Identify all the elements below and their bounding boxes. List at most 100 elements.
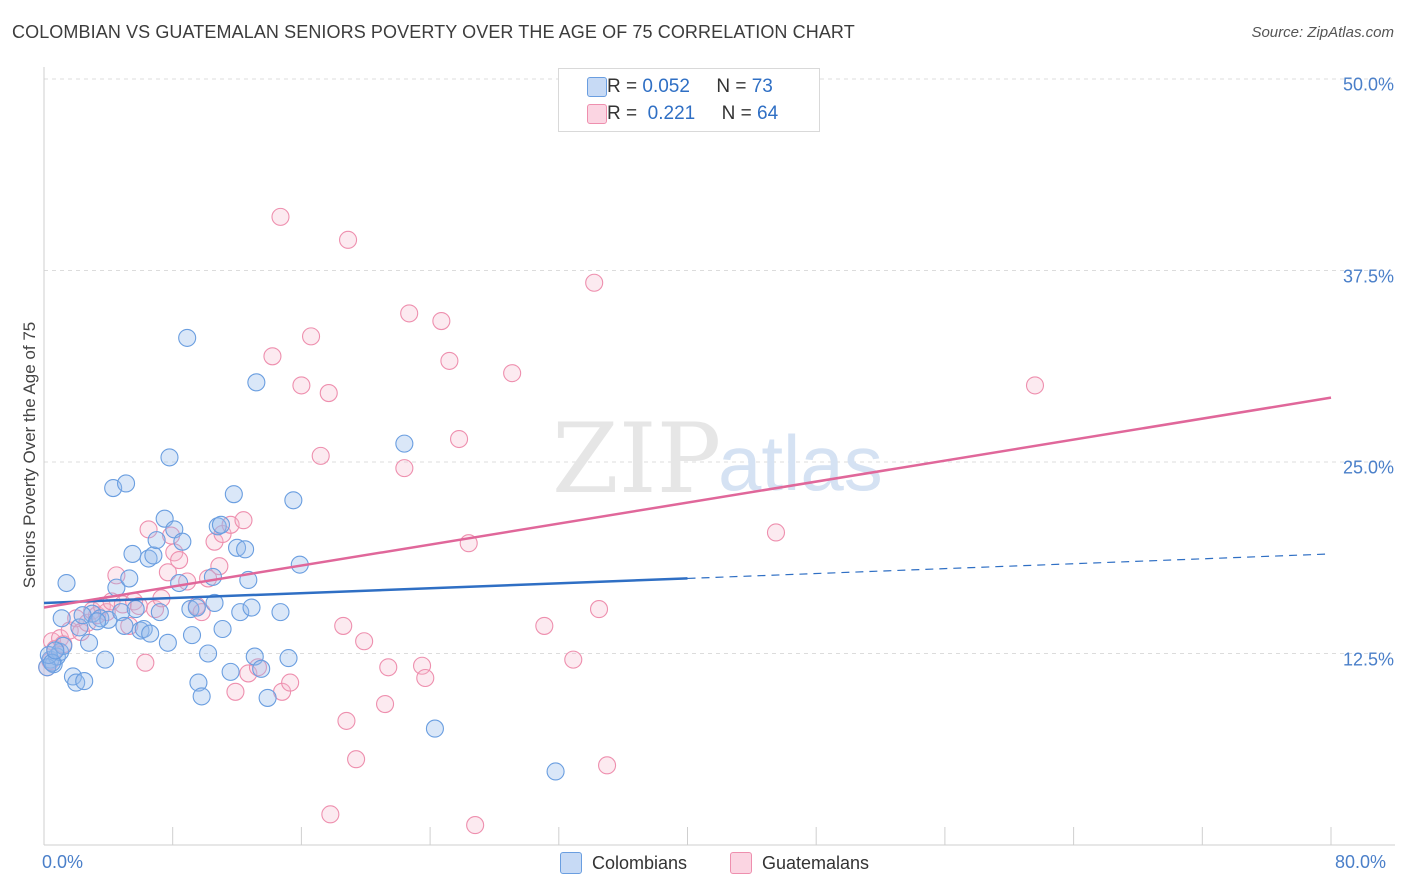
n-label: N = <box>716 76 747 97</box>
guatemalan-point <box>466 816 485 835</box>
colombians-trendline <box>43 577 688 605</box>
guatemalan-point <box>585 273 604 292</box>
colombian-point <box>144 546 163 565</box>
r-value: 0.052 <box>642 76 690 97</box>
colombian-point <box>247 373 266 392</box>
guatemalan-point <box>766 523 786 542</box>
guatemalan-point <box>226 682 245 701</box>
stats-row-guatemalans: R = 0.221 N = 64 <box>587 103 778 125</box>
guatemalan-point <box>535 616 554 635</box>
guatemalan-point <box>337 711 356 730</box>
guatemalan-point <box>145 600 165 619</box>
colombian-point <box>192 687 211 706</box>
guatemalan-point <box>376 695 395 714</box>
guatemalan-point <box>170 550 189 570</box>
colombian-point <box>88 612 107 631</box>
colombian-point <box>224 485 243 504</box>
x-tick-min: 0.0% <box>42 852 84 872</box>
guatemalan-point <box>432 312 451 331</box>
guatemalan-point <box>292 376 311 395</box>
guatemalan-point <box>355 632 374 651</box>
guatemalans-swatch <box>587 104 607 124</box>
colombian-point <box>205 593 224 612</box>
r-label: R = <box>607 76 638 97</box>
gridlines <box>44 78 1395 654</box>
colombian-point <box>126 600 145 619</box>
colombian-point <box>112 603 131 622</box>
colombian-point <box>395 434 414 453</box>
guatemalan-point <box>334 616 353 635</box>
guatemalan-point <box>248 658 268 677</box>
guatemalan-point <box>120 616 139 635</box>
colombian-point <box>150 603 169 622</box>
colombian-point <box>189 673 208 692</box>
guatemalan-point <box>234 511 253 530</box>
axes <box>43 67 1395 846</box>
guatemalan-point <box>564 650 583 669</box>
guatemalan-point <box>210 557 229 576</box>
colombian-point <box>181 600 200 619</box>
colombian-point <box>252 659 271 678</box>
colombian-point <box>96 650 115 669</box>
guatemalan-point <box>1025 376 1045 395</box>
colombian-point <box>258 688 277 707</box>
colombian-point <box>131 621 150 640</box>
series-guatemalans <box>38 207 1045 835</box>
guatemalan-point <box>589 600 609 619</box>
colombian-point <box>46 641 65 660</box>
guatemalan-point <box>263 347 282 366</box>
guatemalan-point <box>503 364 522 383</box>
n-value: 73 <box>751 76 773 97</box>
colombian-point <box>75 672 94 691</box>
colombian-point <box>242 598 261 617</box>
colombian-point <box>211 515 231 534</box>
guatemalan-point <box>395 459 414 478</box>
guatemalans-legend-swatch <box>730 852 752 874</box>
colombian-point <box>221 662 240 681</box>
colombians-trendline-extension <box>687 553 1332 580</box>
guatemalan-point <box>302 327 321 346</box>
guatemalan-point <box>400 304 419 323</box>
guatemalan-point <box>450 429 469 449</box>
source-label: Source: ZipAtlas.com <box>1251 24 1394 41</box>
colombian-point <box>141 624 160 643</box>
guatemalan-point <box>440 351 459 370</box>
guatemalan-point <box>598 756 617 775</box>
chart-title: COLOMBIAN VS GUATEMALAN SENIORS POVERTY … <box>12 22 855 42</box>
guatemalan-point <box>416 668 435 688</box>
guatemalan-point <box>347 750 366 769</box>
guatemalan-point <box>321 805 340 824</box>
colombian-point <box>116 474 136 493</box>
colombian-point <box>178 328 197 347</box>
colombian-point <box>158 633 177 652</box>
x-tick-max: 80.0% <box>1335 852 1387 872</box>
colombian-point <box>134 619 153 639</box>
colombian-point <box>160 448 179 467</box>
r-label: R = <box>607 103 638 124</box>
colombian-point <box>187 598 206 617</box>
legend-item-guatemalans[interactable]: Guatemalans <box>730 852 869 874</box>
n-label: N = <box>721 103 752 124</box>
colombian-point <box>199 644 218 663</box>
colombian-point <box>213 619 232 639</box>
colombian-point <box>147 531 166 550</box>
colombian-point <box>236 540 255 559</box>
legend-item-colombians[interactable]: Colombians <box>560 852 687 874</box>
guatemalans-trendline <box>43 396 1332 609</box>
r-value: 0.221 <box>647 103 696 124</box>
colombian-point <box>115 616 134 635</box>
guatemalan-point <box>281 673 300 692</box>
guatemalan-point <box>311 446 330 465</box>
colombian-point <box>271 603 290 622</box>
colombian-point <box>123 544 142 563</box>
guatemalan-point <box>379 658 398 677</box>
colombian-point <box>182 626 202 645</box>
y-tick-label: 12.5% <box>1342 649 1394 669</box>
guatemalan-point <box>271 207 290 226</box>
stats-row-colombians: R = 0.052 N = 73 <box>587 76 773 98</box>
colombian-point <box>52 609 71 628</box>
guatemalan-point <box>319 384 338 403</box>
trendlines <box>43 396 1332 609</box>
watermark-zip: ZIP <box>552 403 721 515</box>
